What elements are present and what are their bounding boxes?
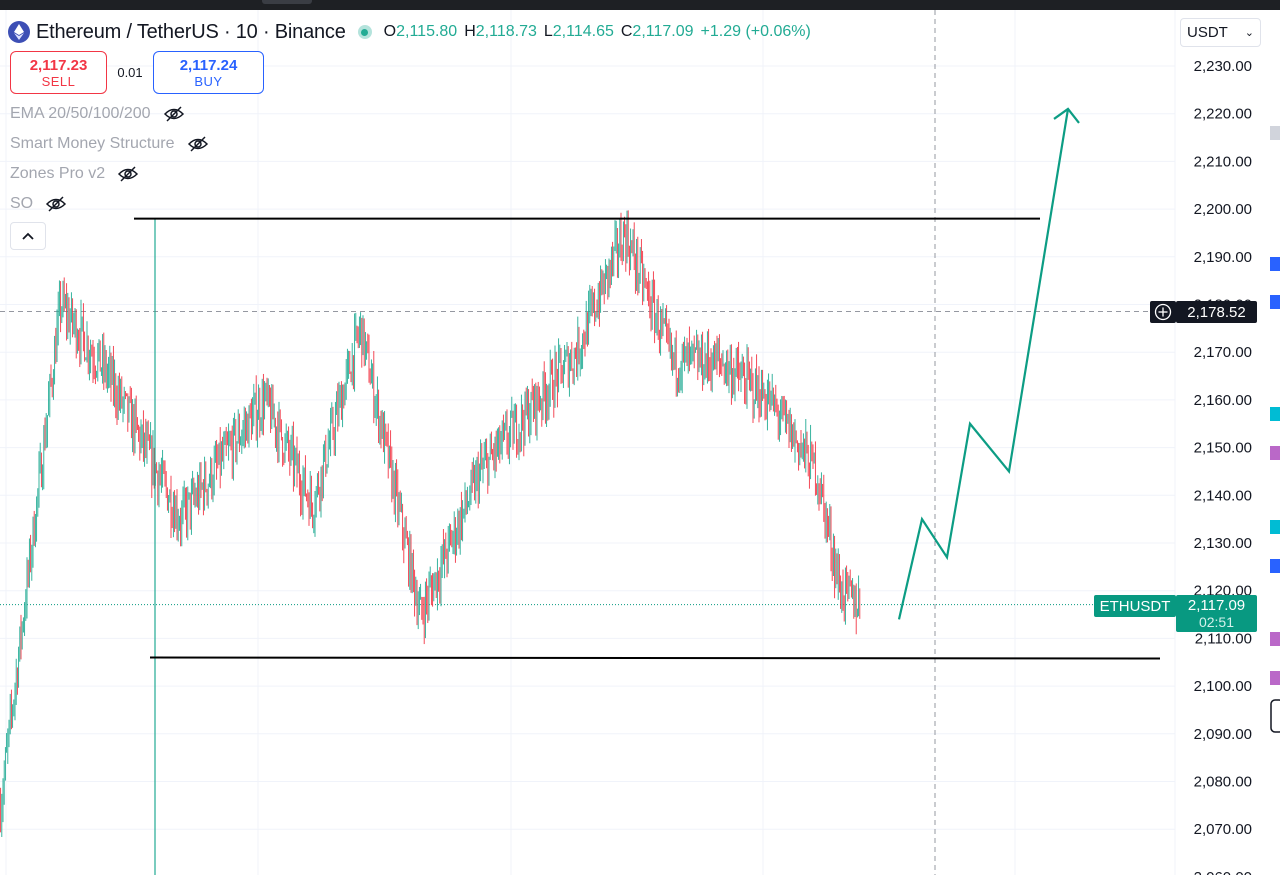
eye-off-icon[interactable] — [187, 136, 209, 152]
support-line — [149, 656, 1161, 660]
indicator-so[interactable]: SO — [10, 193, 67, 215]
sell-label: SELL — [41, 73, 76, 89]
sell-price: 2,117.23 — [29, 56, 88, 74]
projected-path — [897, 108, 1070, 620]
market-status-icon — [357, 25, 372, 39]
indicator-name: Zones Pro v2 — [10, 165, 106, 182]
chevron-down-icon: ⌄ — [1244, 27, 1254, 39]
open-label: O — [383, 23, 397, 40]
price-axis-label: 2,210.00 — [1194, 153, 1252, 170]
edge-price-marker — [1270, 520, 1280, 534]
price-axis-label: 2,190.00 — [1194, 249, 1252, 266]
trade-panel: 2,117.23 SELL 0.01 2,117.24 BUY — [10, 51, 264, 94]
edge-price-marker — [1270, 295, 1280, 309]
price-axis-label: 2,200.00 — [1194, 201, 1252, 218]
plus-circle-icon[interactable] — [1150, 301, 1176, 323]
price-axis-label: 2,100.00 — [1194, 678, 1252, 695]
price-axis-label: 2,230.00 — [1194, 58, 1252, 75]
high-label: H — [464, 23, 476, 40]
eye-off-icon[interactable] — [117, 166, 139, 182]
order-quantity[interactable]: 0.01 — [117, 65, 143, 80]
currency-value: USDT — [1187, 24, 1228, 41]
eye-off-icon[interactable] — [45, 196, 67, 212]
price-axis-label: 2,140.00 — [1194, 487, 1252, 504]
ethereum-logo-icon — [8, 21, 30, 43]
edge-price-marker — [1270, 671, 1280, 685]
edge-price-marker — [1270, 257, 1280, 271]
symbol-price-tag: ETHUSDT — [1094, 595, 1176, 617]
price-axis-label: 2,160.00 — [1194, 392, 1252, 409]
price-axis-label: 2,220.00 — [1194, 106, 1252, 123]
buy-price: 2,117.24 — [179, 56, 238, 74]
buy-label: BUY — [194, 73, 223, 89]
edge-price-marker — [1270, 446, 1280, 460]
open-value: 2,115.80 — [396, 23, 458, 40]
eye-off-icon[interactable] — [163, 106, 185, 122]
window-top-strip — [0, 0, 1280, 10]
last-price-tag: 2,117.09 02:51 — [1176, 595, 1257, 632]
arrow-head-icon — [1053, 107, 1080, 124]
price-axis-label: 2,070.00 — [1194, 821, 1252, 838]
indicator-name: SO — [10, 195, 34, 212]
close-value: 2,117.09 — [632, 23, 694, 40]
last-price-value: 2,117.09 — [1187, 597, 1246, 614]
sell-button[interactable]: 2,117.23 SELL — [10, 51, 107, 94]
crosshair-price-tag: 2,178.52 — [1176, 301, 1257, 323]
low-label: L — [543, 23, 553, 40]
indicator-name: Smart Money Structure — [10, 135, 175, 152]
indicator-ema[interactable]: EMA 20/50/100/200 — [10, 103, 185, 125]
price-axis-label: 2,090.00 — [1194, 726, 1252, 743]
chevron-up-icon — [22, 227, 34, 245]
indicator-smart-money[interactable]: Smart Money Structure — [10, 133, 209, 155]
price-axis-label: 2,150.00 — [1194, 440, 1252, 457]
price-axis-label: 2,080.00 — [1194, 774, 1252, 791]
symbol-header: Ethereum / TetherUS · 10 · Binance O 2,11… — [8, 19, 811, 45]
edge-scroll-handle — [1270, 699, 1280, 733]
bar-countdown: 02:51 — [1198, 614, 1235, 630]
window-tab[interactable] — [262, 0, 312, 4]
close-label: C — [620, 23, 633, 40]
indicator-zones-pro[interactable]: Zones Pro v2 — [10, 163, 139, 185]
high-value: 2,118.73 — [475, 23, 537, 40]
indicator-name: EMA 20/50/100/200 — [10, 105, 151, 122]
ohlc-values: O 2,115.80 H 2,118.73 L 2,114.65 C 2,117.09 … — [384, 23, 811, 41]
price-axis-label: 2,170.00 — [1194, 344, 1252, 361]
price-axis-label: 2,060.00 — [1194, 869, 1252, 875]
price-axis-label: 2,130.00 — [1194, 535, 1252, 552]
low-value: 2,114.65 — [552, 23, 614, 40]
buy-button[interactable]: 2,117.24 BUY — [153, 51, 264, 94]
symbol-title[interactable]: Ethereum / TetherUS · 10 · Binance — [36, 20, 346, 43]
change-value: +1.29 (+0.06%) — [700, 23, 811, 40]
collapse-indicators-button[interactable] — [10, 222, 46, 250]
edge-price-marker — [1270, 126, 1280, 140]
price-axis-label: 2,110.00 — [1195, 630, 1252, 647]
edge-price-marker — [1270, 407, 1280, 421]
edge-price-marker — [1270, 559, 1280, 573]
currency-select[interactable]: USDT ⌄ — [1180, 18, 1261, 47]
edge-price-marker — [1270, 632, 1280, 646]
